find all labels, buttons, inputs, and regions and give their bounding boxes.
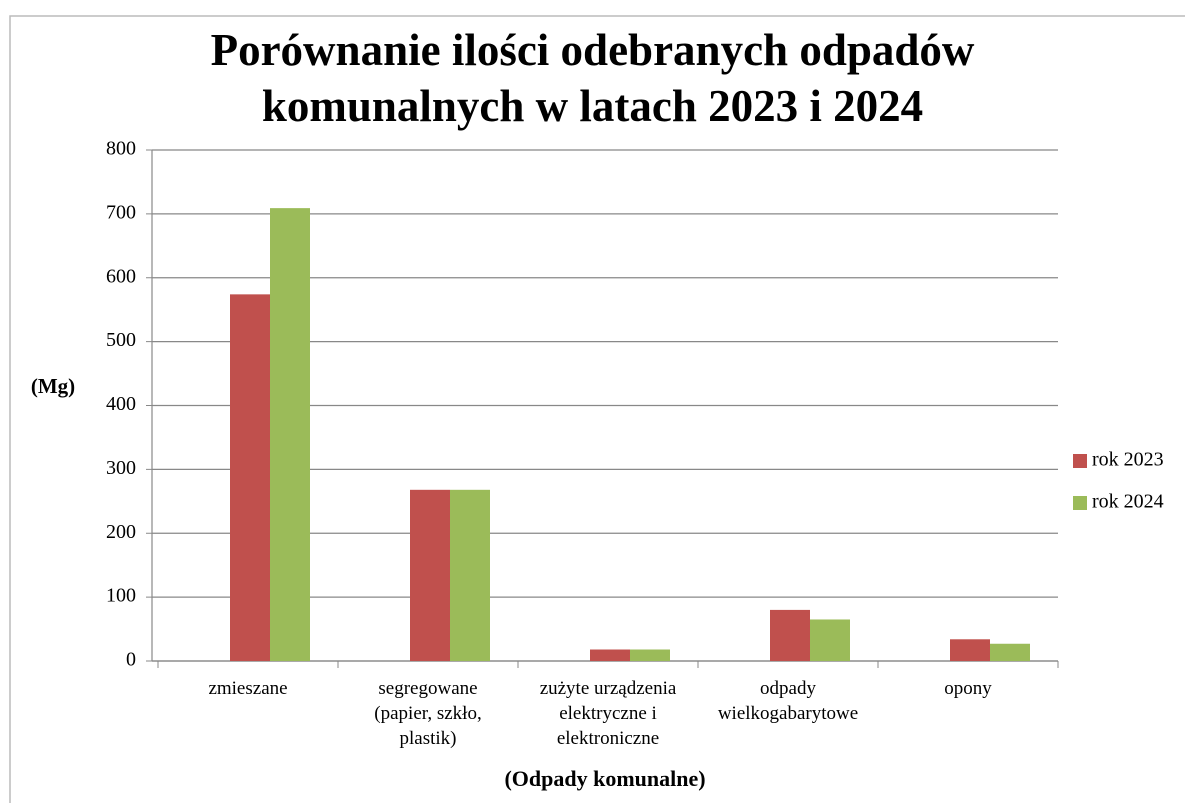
y-tick-label: 700 <box>106 201 136 223</box>
y-tick-label: 400 <box>106 393 136 415</box>
legend-swatch <box>1073 454 1087 468</box>
y-tick-label: 300 <box>106 457 136 479</box>
chart-title: Porównanie ilości odebranych odpadów kom… <box>210 25 975 131</box>
y-tick-label: 200 <box>106 521 136 543</box>
x-tick-label: opony <box>944 678 992 699</box>
bar <box>990 643 1030 661</box>
x-tick-label: zużyte urządzenia elektryczne i elektron… <box>539 678 677 749</box>
x-tick-label: odpady wielkogabarytowe <box>717 678 859 724</box>
bar <box>450 489 490 661</box>
x-axis-label: (Odpady komunalne) <box>504 766 706 791</box>
y-tick-label: 0 <box>126 649 136 671</box>
x-tick-label: segregowane (papier, szkło, plastik) <box>374 678 482 749</box>
bar <box>770 609 810 661</box>
legend-label: rok 2024 <box>1092 491 1164 513</box>
y-axis-label: (Mg) <box>30 374 76 398</box>
legend-swatch <box>1073 496 1087 510</box>
bar <box>270 208 310 661</box>
legend-label: rok 2023 <box>1092 449 1164 471</box>
y-tick-label: 100 <box>106 585 136 607</box>
bar <box>590 649 630 661</box>
bar <box>810 619 850 661</box>
x-tick-label: zmieszane <box>208 678 288 699</box>
chart-frame <box>9 15 1185 803</box>
y-tick-label: 600 <box>106 265 136 287</box>
bar <box>630 649 670 661</box>
bar <box>410 489 450 661</box>
bar <box>230 294 270 661</box>
y-tick-label: 800 <box>106 138 136 160</box>
y-tick-label: 500 <box>106 329 136 351</box>
bar <box>950 639 990 661</box>
